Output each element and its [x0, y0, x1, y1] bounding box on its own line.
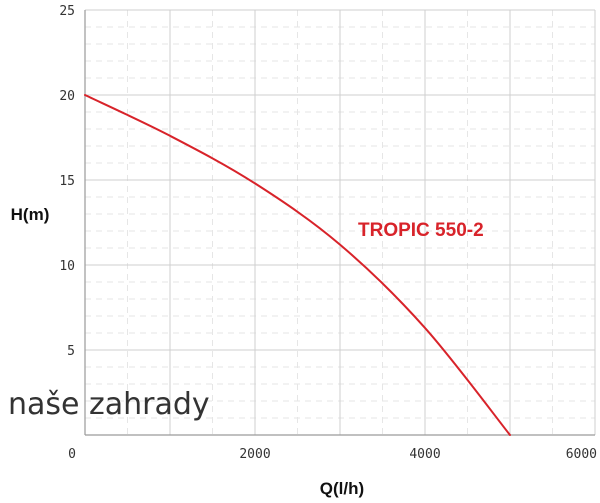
grid-layer [85, 9, 596, 435]
y-tick-label: 25 [59, 4, 75, 19]
tick-labels: 5 10 15 20 25 0 2000 4000 6000 [59, 4, 597, 462]
y-tick-label: 5 [67, 344, 75, 359]
watermark-text: naše zahrady [8, 387, 210, 422]
series-layer [84, 94, 511, 436]
series-label-tropic-550-2: TROPIC 550-2 [358, 220, 484, 241]
x-tick-label: 4000 [409, 447, 440, 462]
x-tick-label: 2000 [239, 447, 270, 462]
y-axis-label: H(m) [11, 205, 50, 224]
series-line-0 [84, 94, 511, 436]
y-tick-label: 10 [59, 259, 75, 274]
x-axis-label: Q(l/h) [320, 479, 364, 498]
x-tick-label: 6000 [566, 447, 597, 462]
y-tick-label: 20 [59, 89, 75, 104]
y-tick-label: 15 [59, 174, 75, 189]
x-tick-label: 0 [68, 447, 76, 462]
